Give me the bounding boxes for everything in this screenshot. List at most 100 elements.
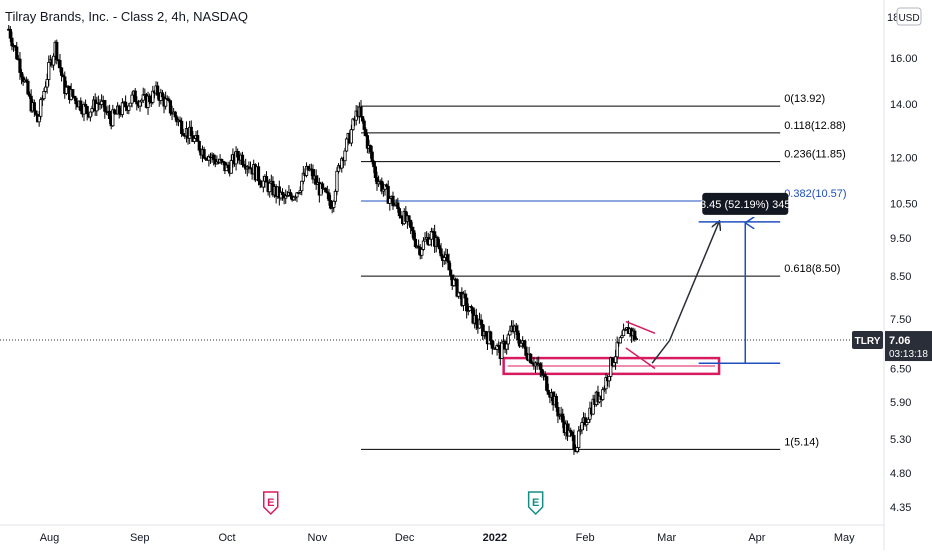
chart-title: Tilray Brands, Inc. - Class 2, 4h, NASDA…: [5, 9, 248, 24]
candle-body: [160, 92, 165, 98]
candle-body: [59, 67, 64, 76]
fib-level-label: 1(5.14): [784, 436, 819, 448]
candle-body: [447, 260, 451, 271]
candle-body: [111, 109, 115, 127]
candle-body: [103, 100, 107, 112]
wedge-top-line[interactable]: [625, 320, 656, 334]
candle-body: [455, 279, 459, 297]
candle-body: [437, 245, 442, 250]
candle-body: [420, 248, 424, 256]
wedge-bottom-line[interactable]: [625, 347, 656, 370]
candle-body: [39, 99, 43, 117]
candle-body: [538, 363, 542, 370]
candle-body: [412, 230, 416, 240]
candle-body: [585, 422, 589, 426]
candle-body: [202, 149, 206, 159]
candle-body: [545, 376, 549, 391]
candle-body: [524, 346, 528, 356]
price-axis-tick: 7.50: [890, 314, 911, 326]
candle-body: [284, 195, 288, 199]
candle-body: [45, 79, 49, 88]
candle-body: [343, 150, 347, 162]
price-axis-tick: 10.50: [890, 198, 918, 210]
candle-body: [506, 334, 510, 345]
projected-path-arrow[interactable]: [651, 222, 719, 364]
candle-body: [522, 340, 526, 348]
candle-body: [634, 338, 638, 341]
price-axis-tick: 16.00: [890, 53, 918, 65]
candle-body: [268, 182, 272, 193]
candle-body: [439, 248, 443, 257]
candle-body: [349, 129, 353, 144]
fib-level-label: 0.236(11.85): [784, 149, 846, 161]
candle-body: [465, 297, 469, 312]
candle-body: [621, 329, 626, 337]
candle-body: [445, 254, 450, 262]
symbol-tag[interactable]: [852, 331, 883, 350]
candle-body: [55, 41, 59, 61]
candle-body: [127, 105, 131, 111]
candle-body: [333, 190, 337, 202]
price-axis-tick: 5.30: [890, 434, 911, 446]
time-axis[interactable]: Aug Sep Oct Nov Dec 2022 Feb Mar Apr May: [0, 524, 884, 544]
candle-body: [43, 86, 48, 92]
candle-body: [197, 141, 201, 151]
candle-body: [295, 192, 299, 198]
candle-body: [300, 180, 304, 192]
candle-body: [261, 180, 265, 188]
candle-body: [42, 91, 46, 100]
candle-body: [505, 343, 509, 350]
candle-body: [370, 151, 374, 162]
candle-body: [83, 103, 88, 107]
time-axis-label: Feb: [576, 532, 595, 544]
candle-body: [168, 100, 173, 114]
candle-body: [130, 94, 134, 104]
time-axis-label: 2022: [483, 532, 507, 544]
candle-body: [167, 98, 171, 102]
candle-body: [543, 374, 547, 377]
price-axis-tick: 5.90: [890, 397, 911, 409]
candle-body: [607, 375, 611, 382]
time-axis-label: Dec: [395, 532, 415, 544]
candle-body: [351, 118, 355, 131]
candle-body: [180, 120, 184, 134]
candle-body: [196, 135, 200, 142]
price-axis-tick: 14.00: [890, 99, 918, 111]
candle-body: [572, 435, 576, 450]
drawings[interactable]: 3.45 (52.19%) 345: [625, 192, 791, 370]
earnings-icon[interactable]: [527, 491, 544, 516]
candle-body: [26, 80, 30, 95]
candle-body: [633, 330, 637, 340]
candle-body: [37, 115, 41, 123]
price-axis-tick: 12.00: [890, 152, 918, 164]
candle-body: [128, 102, 133, 107]
candle-body: [51, 55, 56, 66]
candle-body: [413, 238, 418, 248]
price-tags[interactable]: TLRY 7.06 03:13:18: [852, 331, 932, 362]
symbol-tag-label: TLRY: [855, 336, 881, 347]
candle-body: [623, 328, 627, 331]
candle-body: [359, 106, 363, 117]
earnings-icon[interactable]: [262, 491, 279, 516]
candle-body: [409, 219, 413, 228]
candle-body: [469, 306, 474, 309]
currency-badge[interactable]: [896, 7, 922, 26]
candle-body: [301, 172, 305, 182]
candle-body: [391, 195, 395, 207]
candle-body: [500, 342, 504, 359]
candle-body: [429, 231, 434, 240]
last-price-tag[interactable]: [885, 331, 932, 362]
price-axis[interactable]: 16.00 14.00 12.00 10.50 9.50 8.50 7.50 6.50 5.90…: [883, 0, 918, 550]
candle-body: [428, 238, 432, 246]
candle-body: [220, 158, 224, 162]
currency-label: USD: [898, 13, 919, 24]
candle-body: [556, 406, 560, 417]
candle-body: [529, 353, 533, 364]
candle-body: [15, 46, 19, 60]
candle-body: [442, 257, 446, 261]
projection-badge: [702, 192, 789, 215]
candle-body: [90, 108, 94, 113]
